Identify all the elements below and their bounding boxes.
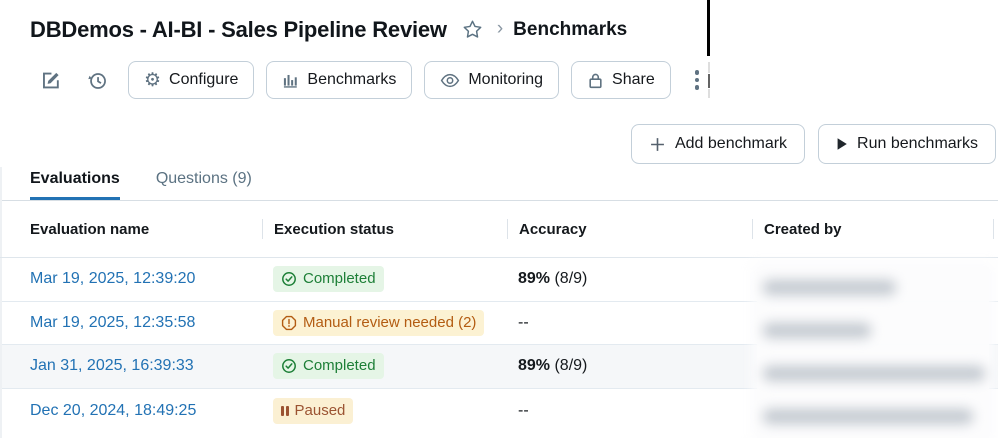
crop-artifact-line: [708, 62, 710, 73]
crop-artifact-line: [708, 89, 710, 98]
table-row: Mar 19, 2025, 12:39:20 Completed 89% (8/…: [0, 258, 998, 302]
evaluation-link[interactable]: Mar 19, 2025, 12:39:20: [30, 270, 196, 288]
table-header-row: Evaluation name Execution status Accurac…: [0, 201, 998, 258]
monitoring-button-label: Monitoring: [468, 71, 544, 88]
column-header-evaluation-name: Evaluation name: [30, 220, 150, 238]
crop-artifact-line: [707, 0, 710, 56]
monitoring-button[interactable]: Monitoring: [424, 61, 560, 99]
tab-questions[interactable]: Questions (9): [155, 170, 252, 187]
column-header-created-by: Created by: [752, 219, 998, 239]
plus-icon: [649, 136, 666, 153]
status-badge: Completed: [273, 353, 384, 380]
more-menu-button[interactable]: [685, 64, 710, 96]
pause-icon: [281, 405, 289, 416]
share-button-label: Share: [612, 71, 655, 88]
play-icon: [836, 137, 848, 151]
bar-chart-icon: [282, 72, 299, 89]
table-row: Dec 20, 2024, 18:49:25 Paused --: [0, 389, 998, 433]
redacted-created-by-panel: [757, 267, 989, 438]
redacted-text: [763, 409, 973, 424]
breadcrumb: DBDemos - AI-BI - Sales Pipeline Review …: [0, 0, 998, 46]
gear-icon: ⚙: [144, 69, 162, 91]
status-badge: Manual review needed (2): [273, 309, 485, 336]
history-button[interactable]: [84, 67, 110, 93]
tab-bar: Evaluations Questions (9): [0, 170, 998, 201]
configure-button[interactable]: ⚙ Configure: [128, 61, 255, 99]
accuracy-detail: (8/9): [550, 270, 588, 288]
crop-edge-line: [0, 167, 2, 438]
status-badge: Completed: [273, 266, 384, 293]
redacted-text: [763, 323, 871, 338]
star-icon: [463, 20, 482, 38]
redacted-text: [763, 366, 985, 381]
lock-icon: [587, 72, 604, 89]
accuracy-detail: --: [518, 313, 529, 331]
accuracy-detail: (8/9): [550, 357, 588, 375]
benchmarks-button[interactable]: Benchmarks: [266, 61, 413, 99]
alert-octagon-icon: [281, 315, 297, 331]
share-button[interactable]: Share: [571, 61, 671, 99]
evaluation-link[interactable]: Mar 19, 2025, 12:35:58: [30, 313, 196, 331]
evaluation-link[interactable]: Jan 31, 2025, 16:39:33: [30, 357, 194, 375]
add-benchmark-label: Add benchmark: [674, 135, 788, 152]
status-label: Paused: [294, 401, 346, 419]
tab-evaluations[interactable]: Evaluations: [30, 170, 120, 200]
accuracy-detail: --: [518, 401, 529, 419]
check-circle-icon: [281, 358, 297, 374]
configure-button-label: Configure: [169, 71, 239, 88]
accuracy-value: 89%: [518, 270, 551, 288]
history-icon: [87, 72, 106, 89]
run-benchmarks-button[interactable]: Run benchmarks: [818, 124, 996, 164]
column-header-execution-status: Execution status: [262, 219, 507, 239]
favorite-button[interactable]: [462, 19, 483, 40]
edit-button[interactable]: [38, 67, 64, 93]
evaluation-link[interactable]: Dec 20, 2024, 18:49:25: [30, 401, 197, 419]
kebab-icon: [694, 70, 700, 75]
benchmarks-button-label: Benchmarks: [307, 71, 397, 88]
benchmark-actions: Add benchmark Run benchmarks: [0, 100, 998, 164]
crop-artifact-line: [708, 74, 710, 88]
column-divider: [993, 219, 994, 239]
accuracy-value: 89%: [518, 357, 551, 375]
table-row: Mar 19, 2025, 12:35:58 Manual review nee…: [0, 302, 998, 345]
eye-icon: [440, 73, 460, 88]
status-label: Completed: [303, 270, 376, 288]
redacted-text: [763, 280, 896, 295]
status-label: Manual review needed (2): [303, 313, 477, 331]
add-benchmark-button[interactable]: Add benchmark: [630, 124, 806, 164]
toolbar: ⚙ Configure Benchmarks Monitoring Share: [0, 46, 998, 100]
page-title: DBDemos - AI-BI - Sales Pipeline Review: [30, 16, 447, 42]
column-header-accuracy: Accuracy: [507, 219, 752, 239]
run-benchmarks-label: Run benchmarks: [857, 135, 978, 152]
breadcrumb-current: Benchmarks: [513, 18, 628, 40]
status-badge: Paused: [273, 397, 354, 424]
status-label: Completed: [303, 357, 376, 375]
evaluations-table: Evaluation name Execution status Accurac…: [0, 201, 998, 433]
check-circle-icon: [281, 271, 297, 287]
edit-icon: [43, 72, 59, 89]
chevron-right-icon: ›: [496, 18, 504, 39]
